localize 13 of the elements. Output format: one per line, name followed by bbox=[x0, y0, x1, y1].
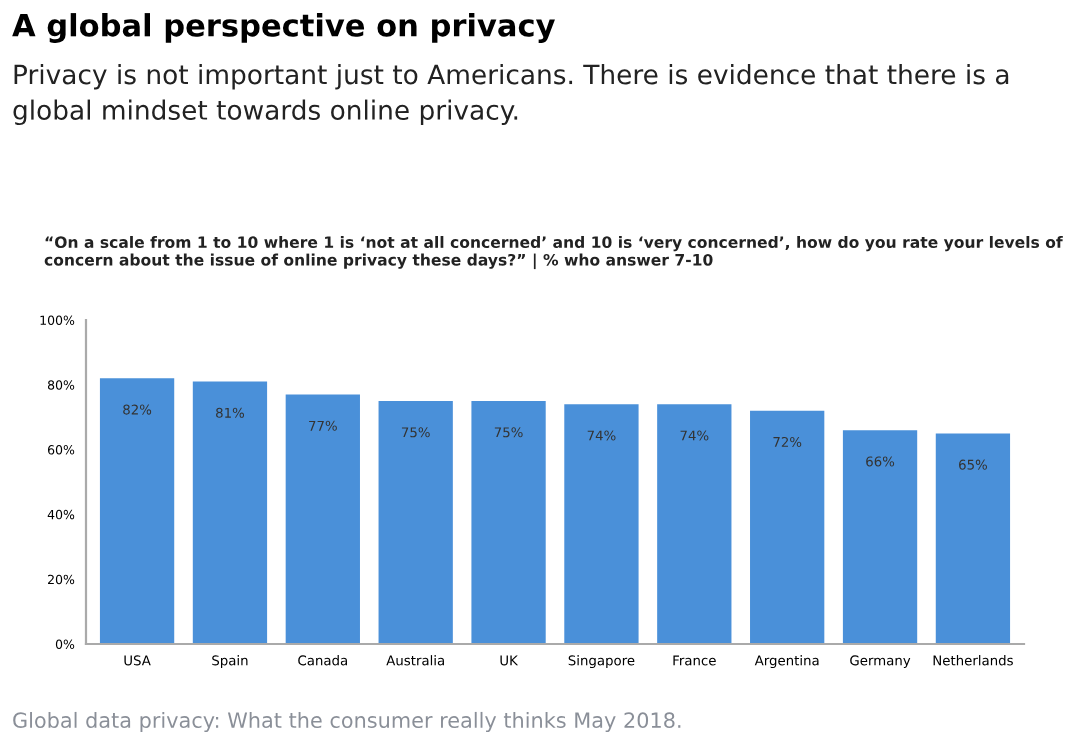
bar bbox=[750, 410, 825, 644]
bar bbox=[285, 394, 360, 644]
bar bbox=[99, 378, 175, 644]
chart-title: A global perspective on privacy bbox=[12, 13, 555, 43]
text: Global data privacy: What the consumer really thinks May 2018. bbox=[13, 711, 681, 733]
bar bbox=[564, 404, 639, 644]
bar bbox=[192, 381, 268, 644]
bar bbox=[378, 401, 453, 644]
bar bbox=[842, 430, 918, 644]
bar bbox=[657, 404, 732, 644]
bar bbox=[935, 433, 1011, 644]
chart-subtitle: Privacy is not important just to Americans. There is evidence that there is a global mindset towards online privacy. bbox=[13, 64, 1009, 126]
bar bbox=[471, 401, 546, 644]
